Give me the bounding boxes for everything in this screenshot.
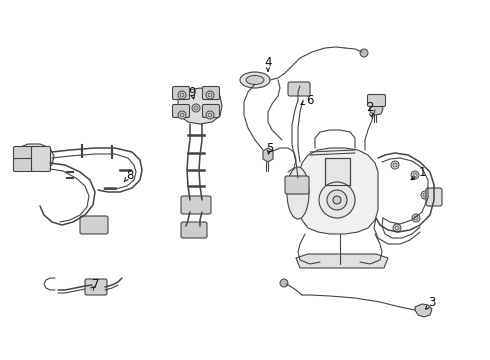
FancyBboxPatch shape [368,95,386,107]
FancyBboxPatch shape [285,176,309,194]
Circle shape [411,171,419,179]
FancyBboxPatch shape [14,147,32,159]
Circle shape [423,193,427,197]
Polygon shape [370,103,383,115]
Circle shape [319,182,355,218]
Circle shape [194,106,198,110]
Polygon shape [325,158,350,185]
Text: 7: 7 [92,279,100,292]
Ellipse shape [287,167,309,219]
Polygon shape [298,148,378,234]
Polygon shape [18,144,54,170]
Circle shape [208,113,212,117]
Circle shape [180,93,184,97]
Circle shape [360,49,368,57]
FancyBboxPatch shape [181,196,211,214]
FancyBboxPatch shape [31,147,50,171]
Circle shape [180,113,184,117]
Circle shape [395,226,399,230]
Circle shape [413,173,417,177]
FancyBboxPatch shape [172,104,190,117]
Circle shape [327,190,347,210]
Circle shape [178,111,186,119]
FancyBboxPatch shape [181,222,207,238]
Polygon shape [415,304,432,317]
Circle shape [280,279,288,287]
Polygon shape [178,88,222,124]
Circle shape [414,216,418,220]
Circle shape [206,91,214,99]
Circle shape [192,104,200,112]
FancyBboxPatch shape [85,279,107,295]
FancyBboxPatch shape [202,104,220,117]
Text: 4: 4 [264,55,272,68]
FancyBboxPatch shape [172,86,190,99]
Circle shape [208,93,212,97]
Text: 6: 6 [306,94,314,107]
Text: 3: 3 [428,296,436,309]
Circle shape [391,161,399,169]
Text: 9: 9 [188,86,196,99]
Text: 5: 5 [266,141,274,154]
Text: 8: 8 [126,168,134,181]
Text: 1: 1 [418,166,426,179]
Polygon shape [263,148,273,162]
FancyBboxPatch shape [14,158,32,171]
Circle shape [333,196,341,204]
Ellipse shape [240,72,270,88]
FancyBboxPatch shape [426,188,442,206]
Circle shape [206,111,214,119]
Ellipse shape [246,76,264,85]
Circle shape [412,214,420,222]
FancyBboxPatch shape [288,82,310,96]
Circle shape [178,91,186,99]
Circle shape [393,163,397,167]
FancyBboxPatch shape [80,216,108,234]
Text: 2: 2 [366,100,374,113]
Circle shape [393,224,401,232]
FancyBboxPatch shape [202,86,220,99]
Circle shape [421,191,429,199]
Polygon shape [296,254,388,268]
